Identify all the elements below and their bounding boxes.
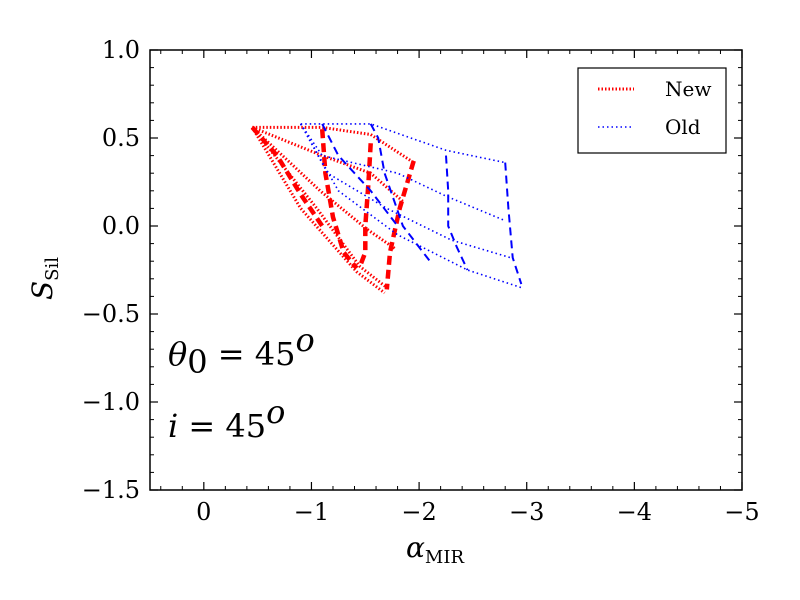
y-axis-title: SSil [26,257,63,300]
ticks-layer [150,49,743,491]
y-tick-label: −1.0 [82,388,140,416]
annotation-value: = 45 [208,335,296,373]
series-old-dotted-line [300,123,522,289]
series-new-dotted-line [251,126,388,289]
annotation-value: = 45 [178,407,266,445]
y-tick-label: −0.5 [82,300,140,328]
y-tick-label: 0.0 [102,212,140,240]
annotation-superscript: o [296,321,315,359]
series-new-dotted-line [251,126,404,203]
series-new-dotted-line [251,126,397,251]
plot-frame [149,49,743,491]
series-old-dotted-line [300,123,506,164]
series-old-dashed-line [369,123,431,262]
plot-layer [250,123,523,295]
y-tick-label: 1.0 [102,36,140,64]
x-tick-label: −4 [617,498,652,526]
y-axis-subscript: Sil [42,257,63,281]
annotation-theta0: θ0 = 45o [168,321,315,381]
series-new-dotted-line [252,125,415,164]
labels-layer: 0 −1 −2 −3 −4 −5 1.0 0.5 0.0 −0.5 −1.0 −1.5 αMIR SSil [26,36,760,568]
y-tick-label: 0.5 [102,124,140,152]
series-new-dashed-line [250,125,325,228]
legend-box [577,67,727,154]
annotation-superscript: o [266,393,285,431]
series-old-dashed-line [504,162,523,285]
x-axis-title: αMIR [406,531,464,568]
x-tick-label: −5 [724,498,759,526]
series-new-dashed-line [319,129,359,270]
series-new-dashed-line [384,160,416,290]
annotation-subscript: 0 [187,343,207,381]
series-new-dashed-line [357,143,373,268]
series-new-dotted-line [251,126,386,295]
x-tick-label: 0 [196,498,211,526]
y-tick-label: −1.5 [82,476,140,504]
x-tick-label: −3 [509,498,544,526]
x-tick-label: −2 [401,498,436,526]
series-old-dashed-line [321,123,399,227]
legend-label-old: Old [665,115,701,139]
series-old-dashed-line [445,155,469,271]
legend-label-new: New [665,77,711,101]
x-axis-subscript: MIR [425,547,465,568]
annotation-symbol: θ [168,335,187,373]
legend: New Old [577,67,727,154]
y-axis-symbol: S [26,281,59,300]
x-axis-symbol: α [406,531,425,564]
x-tick-label: −1 [294,498,329,526]
annotation-inclination: i = 45o [168,393,285,445]
annotation-symbol: i [168,407,178,445]
